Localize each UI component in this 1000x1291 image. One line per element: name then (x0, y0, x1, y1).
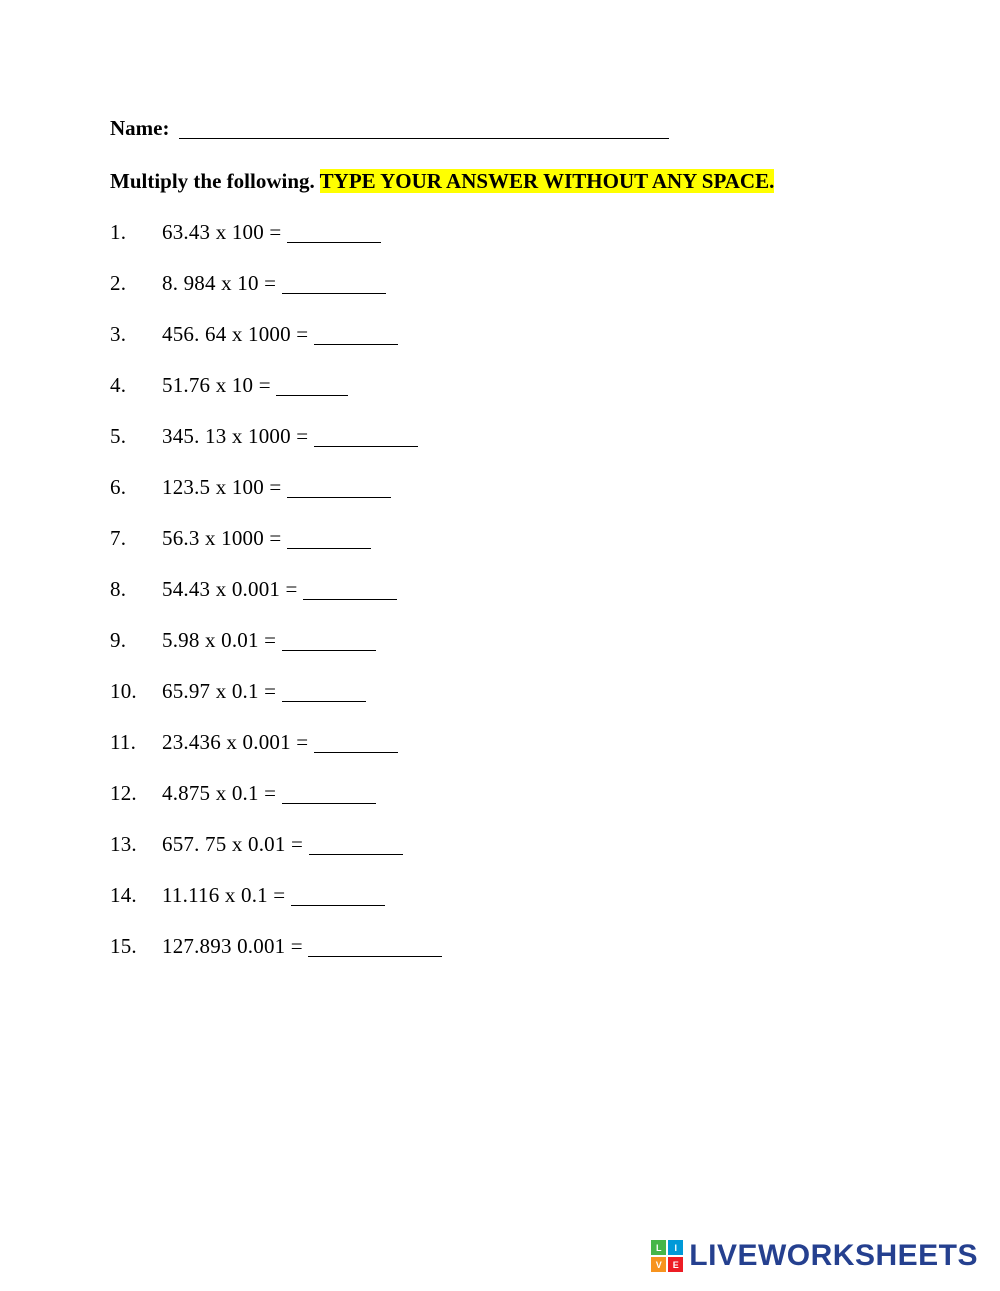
answer-input-blank[interactable] (282, 681, 366, 702)
problem-number: 7. (110, 526, 162, 551)
problem-number: 2. (110, 271, 162, 296)
answer-input-blank[interactable] (282, 630, 376, 651)
problem-text: 657. 75 x 0.01 = (162, 832, 309, 857)
name-input-blank[interactable] (179, 116, 669, 139)
problem-row: 8.54.43 x 0.001 = (110, 575, 890, 602)
problem-row: 9.5.98 x 0.01 = (110, 626, 890, 653)
answer-input-blank[interactable] (303, 579, 397, 600)
problem-number: 8. (110, 577, 162, 602)
problem-row: 4.51.76 x 10 = (110, 371, 890, 398)
problem-number: 4. (110, 373, 162, 398)
answer-input-blank[interactable] (282, 783, 376, 804)
watermark-logo-cubes: L I V E (651, 1240, 683, 1272)
problem-number: 1. (110, 220, 162, 245)
problem-text: 65.97 x 0.1 = (162, 679, 282, 704)
problem-number: 3. (110, 322, 162, 347)
problem-row: 12.4.875 x 0.1 = (110, 779, 890, 806)
watermark: L I V E LIVEWORKSHEETS (651, 1239, 978, 1273)
problem-number: 14. (110, 883, 162, 908)
answer-input-blank[interactable] (314, 324, 398, 345)
problem-row: 6.123.5 x 100 = (110, 473, 890, 500)
answer-input-blank[interactable] (314, 426, 418, 447)
cube-e: E (668, 1257, 683, 1272)
cube-l: L (651, 1240, 666, 1255)
problem-text: 5.98 x 0.01 = (162, 628, 282, 653)
worksheet-page: Name: Multiply the following. TYPE YOUR … (0, 0, 1000, 959)
answer-input-blank[interactable] (276, 375, 348, 396)
problem-text: 123.5 x 100 = (162, 475, 287, 500)
problem-text: 8. 984 x 10 = (162, 271, 282, 296)
cube-v: V (651, 1257, 666, 1272)
answer-input-blank[interactable] (308, 936, 442, 957)
problem-row: 13.657. 75 x 0.01 = (110, 830, 890, 857)
answer-input-blank[interactable] (291, 885, 385, 906)
problem-row: 15.127.893 0.001 = (110, 932, 890, 959)
problem-number: 5. (110, 424, 162, 449)
problem-row: 2.8. 984 x 10 = (110, 269, 890, 296)
problem-number: 6. (110, 475, 162, 500)
answer-input-blank[interactable] (287, 477, 391, 498)
name-row: Name: (110, 112, 890, 141)
problem-text: 23.436 x 0.001 = (162, 730, 314, 755)
problem-row: 14.11.116 x 0.1 = (110, 881, 890, 908)
cube-i: I (668, 1240, 683, 1255)
answer-input-blank[interactable] (287, 528, 371, 549)
answer-input-blank[interactable] (314, 732, 398, 753)
name-label: Name: (110, 116, 169, 140)
problem-text: 54.43 x 0.001 = (162, 577, 303, 602)
answer-input-blank[interactable] (287, 222, 381, 243)
problem-number: 12. (110, 781, 162, 806)
instructions-highlight: TYPE YOUR ANSWER WITHOUT ANY SPACE. (320, 169, 775, 193)
problem-text: 4.875 x 0.1 = (162, 781, 282, 806)
problem-number: 10. (110, 679, 162, 704)
problem-row: 1.63.43 x 100 = (110, 218, 890, 245)
problem-row: 7.56.3 x 1000 = (110, 524, 890, 551)
instructions-plain: Multiply the following. (110, 169, 320, 193)
problem-number: 11. (110, 730, 162, 755)
watermark-text: LIVEWORKSHEETS (689, 1239, 978, 1273)
problem-number: 13. (110, 832, 162, 857)
problem-text: 51.76 x 10 = (162, 373, 276, 398)
problems-list: 1.63.43 x 100 = 2.8. 984 x 10 = 3.456. 6… (110, 218, 890, 959)
answer-input-blank[interactable] (309, 834, 403, 855)
problem-text: 56.3 x 1000 = (162, 526, 287, 551)
problem-row: 5.345. 13 x 1000 = (110, 422, 890, 449)
problem-text: 63.43 x 100 = (162, 220, 287, 245)
problem-row: 10.65.97 x 0.1 = (110, 677, 890, 704)
problem-text: 345. 13 x 1000 = (162, 424, 314, 449)
problem-text: 11.116 x 0.1 = (162, 883, 291, 908)
problem-row: 3.456. 64 x 1000 = (110, 320, 890, 347)
problem-text: 127.893 0.001 = (162, 934, 308, 959)
problem-number: 15. (110, 934, 162, 959)
instructions: Multiply the following. TYPE YOUR ANSWER… (110, 169, 890, 194)
answer-input-blank[interactable] (282, 273, 386, 294)
problem-number: 9. (110, 628, 162, 653)
problem-row: 11.23.436 x 0.001 = (110, 728, 890, 755)
problem-text: 456. 64 x 1000 = (162, 322, 314, 347)
